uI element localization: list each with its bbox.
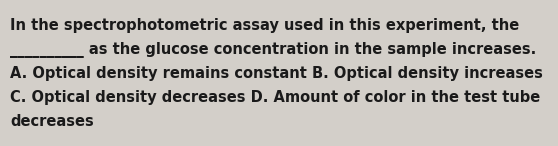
Text: A. Optical density remains constant B. Optical density increases: A. Optical density remains constant B. O… [10,66,543,81]
Text: C. Optical density decreases D. Amount of color in the test tube: C. Optical density decreases D. Amount o… [10,90,540,105]
Text: decreases: decreases [10,114,94,129]
Text: In the spectrophotometric assay used in this experiment, the: In the spectrophotometric assay used in … [10,18,519,33]
Text: __________ as the glucose concentration in the sample increases.: __________ as the glucose concentration … [10,42,536,58]
